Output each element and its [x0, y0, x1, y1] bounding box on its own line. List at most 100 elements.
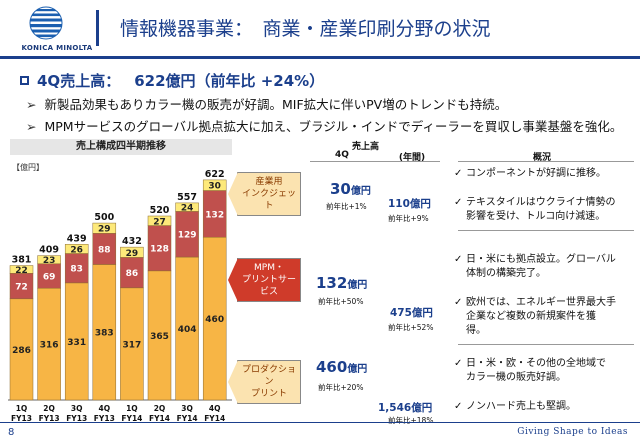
- data-label: 86: [126, 269, 139, 279]
- row1-year-change: 前年比+9%: [388, 214, 429, 223]
- chart-unit: 【億円】: [12, 163, 44, 172]
- segment-arrow: [228, 258, 238, 302]
- q-number: 460: [316, 358, 348, 376]
- comment-line: ノンハード売上も堅調。: [466, 401, 576, 412]
- row-divider: [458, 344, 634, 345]
- comment-line: 影響を受け、トルコ向け減速。: [466, 211, 606, 222]
- data-label: 129: [178, 231, 197, 241]
- tick-label: 1Q: [16, 404, 28, 413]
- row-divider: [458, 230, 634, 231]
- segment-label: インクジェット: [241, 189, 296, 211]
- data-label: 460: [205, 315, 224, 325]
- tick-label: FY13: [66, 414, 87, 422]
- segment-arrow: [228, 172, 238, 216]
- tick-label: FY14: [177, 414, 198, 422]
- q-number: 30: [330, 180, 351, 198]
- comment-line: テキスタイルはウクライナ情勢の: [466, 197, 616, 208]
- data-label: 29: [126, 249, 139, 259]
- square-bullet-icon: [20, 76, 29, 85]
- row3-comment-2: ✓ ノンハード売上も堅調。: [454, 400, 576, 414]
- row1-year-value: 110億円: [388, 198, 431, 210]
- total-label: 622: [205, 169, 225, 180]
- segment-label: プリントサービス: [241, 275, 296, 297]
- tick-label: 1Q: [126, 404, 138, 413]
- segment-label: MPM・: [254, 263, 284, 273]
- segment-label: プリント: [250, 389, 287, 399]
- q-number: 132: [316, 274, 348, 292]
- bar-segment-top: [147, 215, 172, 226]
- stacked-bar-chart: 28672223811QFY1331669234092QFY1333183264…: [8, 169, 232, 422]
- total-label: 557: [177, 192, 197, 203]
- page-number: 8: [8, 427, 15, 438]
- data-label: 383: [95, 329, 114, 339]
- data-label: 365: [150, 332, 169, 342]
- row2-year-change: 前年比+52%: [388, 323, 434, 332]
- arrow-bullet-icon: ➢: [26, 119, 37, 134]
- bullet-2: ➢ MPMサービスのグローバル拠点拡大に加え、ブラジル・インドでディーラーを買収し…: [26, 116, 622, 135]
- row1-comment-2: ✓ テキスタイルはウクライナ情勢の 影響を受け、トルコ向け減速。: [454, 196, 616, 224]
- segment-arrow: [228, 360, 238, 404]
- chart-title: 売上構成四半期推移: [10, 139, 232, 155]
- arrow-bullet-icon: ➢: [26, 97, 37, 112]
- comment-line: 企業など複数の新規案件を獲: [466, 311, 596, 322]
- row3-year-value: 1,546億円: [378, 402, 433, 414]
- tick-label: 3Q: [71, 404, 83, 413]
- row1-comment-1: ✓ コンポーネントが好調に推移。: [454, 167, 606, 181]
- comment-line: 日・米にも拠点設立。グローバル: [466, 254, 616, 265]
- data-label: 88: [98, 245, 111, 255]
- row2-comment-1: ✓ 日・米にも拠点設立。グローバル 体制の構築完了。: [454, 253, 616, 281]
- tick-label: FY14: [149, 414, 170, 422]
- headline-value: 622億円（前年比 +24%）: [134, 72, 325, 90]
- check-icon: ✓: [454, 197, 463, 208]
- tick-label: 2Q: [43, 404, 55, 413]
- footer-rule: [0, 422, 640, 423]
- tick-label: FY14: [204, 414, 225, 422]
- data-label: 331: [67, 338, 86, 348]
- check-icon: ✓: [454, 254, 463, 265]
- row1-q-change: 前年比+1%: [326, 202, 367, 211]
- segment-production-print: プロダクション プリント: [237, 360, 301, 404]
- row2-comment-2: ✓ 欧州では、エネルギー世界最大手 企業など複数の新規案件を獲 得。: [454, 296, 616, 338]
- segment-label: 産業用: [255, 177, 283, 187]
- tick-label: FY13: [94, 414, 115, 422]
- row2-q-value: 132億円: [316, 274, 367, 292]
- brand-name: KONICA MINOLTA: [21, 44, 93, 52]
- data-label: 83: [70, 265, 83, 275]
- total-label: 381: [12, 255, 32, 266]
- header-comment: 概況: [532, 153, 551, 163]
- row3-comment-1: ✓ 日・米・欧・その他の全地域で カラー機の販売好調。: [454, 357, 606, 385]
- row2-q-change: 前年比+50%: [318, 297, 364, 306]
- total-label: 500: [94, 212, 114, 223]
- data-label: 69: [43, 272, 56, 282]
- comment-line: 欧州では、エネルギー世界最大手: [466, 297, 616, 308]
- headline-label: 4Q売上高：: [37, 72, 121, 90]
- header-4q: 4Q: [335, 150, 349, 160]
- header-sales: 売上高: [352, 142, 380, 152]
- tick-label: FY13: [39, 414, 60, 422]
- headline: 4Q売上高： 622億円（前年比 +24%）: [20, 70, 324, 91]
- data-label: 404: [178, 325, 197, 335]
- data-label: 316: [40, 341, 59, 351]
- tick-label: FY13: [11, 414, 32, 422]
- header-year: (年間): [398, 153, 426, 163]
- header-line-sales: [310, 161, 440, 162]
- row3-q-change: 前年比+20%: [318, 383, 364, 392]
- header-line-comment: [458, 161, 634, 162]
- segment-mpm-print-service: MPM・プリントサービス: [237, 258, 301, 302]
- globe-logo-icon: [29, 6, 63, 40]
- data-label: 27: [153, 217, 166, 227]
- data-label: 29: [98, 225, 111, 235]
- comment-line: 得。: [466, 325, 486, 336]
- total-label: 409: [39, 245, 59, 256]
- data-label: 30: [208, 182, 221, 192]
- data-label: 26: [70, 245, 83, 255]
- tick-label: 4Q: [209, 404, 221, 413]
- bar-segment-top: [120, 246, 144, 258]
- q-unit: 億円: [350, 186, 371, 197]
- data-label: 286: [12, 346, 31, 356]
- header: KONICA MINOLTA 情報機器事業： 商業・産業印刷分野の状況: [0, 0, 640, 62]
- row3-q-value: 460億円: [316, 358, 367, 376]
- comment-line: 日・米・欧・その他の全地域で: [466, 358, 606, 369]
- tick-label: 2Q: [154, 404, 166, 413]
- comment-line: カラー機の販売好調。: [466, 372, 566, 383]
